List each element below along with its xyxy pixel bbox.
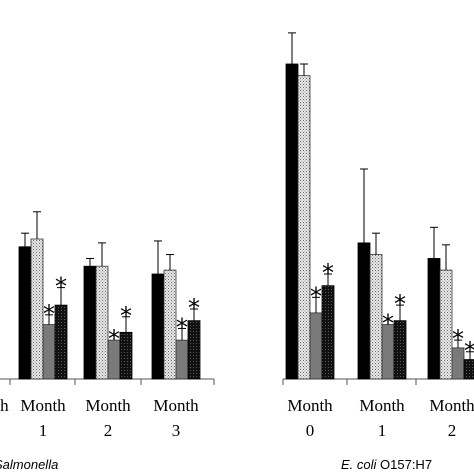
bar xyxy=(297,75,311,380)
x-tick-label: Month xyxy=(429,396,474,415)
significance-marker: * xyxy=(188,294,200,322)
x-tick-label: Month xyxy=(20,396,66,415)
bar xyxy=(18,246,32,380)
bar xyxy=(285,63,299,380)
x-tick-label: Month xyxy=(359,396,405,415)
bar xyxy=(427,258,441,380)
significance-marker: * xyxy=(176,313,188,341)
x-tick-label-number: 3 xyxy=(172,421,181,440)
significance-marker: * xyxy=(452,325,464,353)
bar xyxy=(151,273,165,380)
bar xyxy=(119,331,133,380)
x-tick-label: Month xyxy=(153,396,199,415)
bar xyxy=(30,238,44,380)
significance-marker: * xyxy=(322,259,334,287)
x-tick-label: Month xyxy=(0,396,9,415)
group-label-salmonella: Salmonella xyxy=(0,457,58,472)
x-tick-label: Month xyxy=(85,396,131,415)
bar xyxy=(309,312,323,380)
bar xyxy=(54,304,68,380)
significance-marker: * xyxy=(382,310,394,338)
significance-marker: * xyxy=(55,273,67,301)
significance-marker: * xyxy=(464,337,474,365)
bar xyxy=(187,320,201,380)
bar xyxy=(369,254,383,380)
significance-marker: * xyxy=(43,300,55,328)
significance-marker: * xyxy=(108,325,120,353)
bar xyxy=(42,324,56,380)
bar xyxy=(175,339,189,380)
bar xyxy=(95,265,109,380)
x-tick-label-number: 2 xyxy=(104,421,113,440)
bar xyxy=(393,320,407,380)
axis-layer xyxy=(0,378,474,385)
bar xyxy=(321,285,335,380)
x-tick-label-number: 2 xyxy=(448,421,457,440)
bars-layer xyxy=(18,32,474,380)
bar xyxy=(439,269,453,380)
x-tick-label: Month xyxy=(287,396,333,415)
bar xyxy=(83,265,97,380)
bar xyxy=(163,269,177,380)
group-label-ecoli: E. coli O157:H7 xyxy=(341,457,432,472)
x-tick-label-number: 1 xyxy=(378,421,387,440)
significance-marker: * xyxy=(310,282,322,310)
x-tick-label-number: 0 xyxy=(306,421,315,440)
significance-marker: * xyxy=(394,290,406,318)
bar xyxy=(357,242,371,380)
significance-marker: * xyxy=(120,302,132,330)
labels-layer: Month**Month1**Month2**Month3**Month0**M… xyxy=(0,259,474,472)
x-tick-label-number: 1 xyxy=(39,421,48,440)
